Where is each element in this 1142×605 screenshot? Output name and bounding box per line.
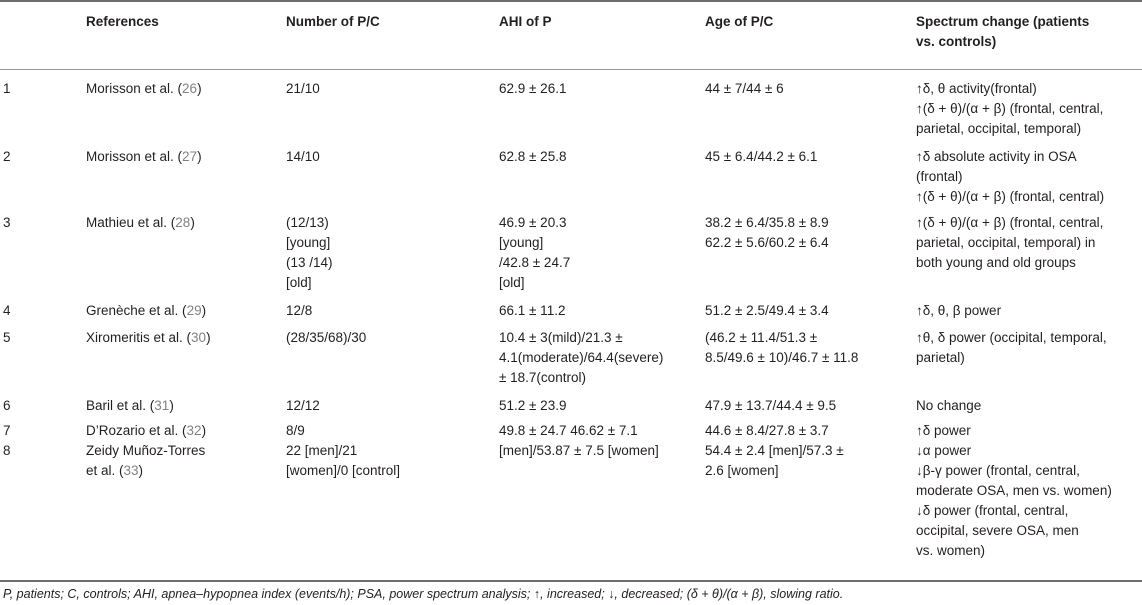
citation-link[interactable]: 27 bbox=[182, 149, 198, 164]
number-pc-cell: 22 [men]/21 [women]/0 [control] bbox=[286, 443, 401, 478]
citation-link[interactable]: 32 bbox=[186, 423, 202, 438]
age-cell: 38.2 ± 6.4/35.8 ± 8.9 62.2 ± 5.6/60.2 ± … bbox=[705, 215, 829, 250]
age-cell: 54.4 ± 2.4 [men]/57.3 ± 2.6 [women] bbox=[705, 443, 844, 478]
number-pc-cell: 21/10 bbox=[286, 81, 320, 96]
citation-link[interactable]: 26 bbox=[182, 81, 198, 96]
header-ahi: AHI of P bbox=[499, 14, 552, 29]
citation-link[interactable]: 31 bbox=[154, 398, 170, 413]
reference-cell: Xiromeritis et al. (30) bbox=[86, 328, 211, 348]
citation-link[interactable]: 33 bbox=[123, 463, 139, 478]
row-number: 7 bbox=[3, 423, 11, 438]
citation-link[interactable]: 28 bbox=[175, 215, 191, 230]
citation-link[interactable]: 30 bbox=[191, 330, 207, 345]
table-top-rule bbox=[0, 0, 1142, 2]
spectrum-cell: ↑δ power bbox=[916, 423, 971, 438]
header-age: Age of P/C bbox=[705, 14, 774, 29]
reference-cell: Mathieu et al. (28) bbox=[86, 213, 195, 233]
spectrum-cell: ↑δ absolute activity in OSA (frontal) ↑(… bbox=[916, 149, 1105, 204]
age-cell: 44 ± 7/44 ± 6 bbox=[705, 81, 784, 96]
spectrum-cell: ↑(δ + θ)/(α + β) (frontal, central, pari… bbox=[916, 215, 1104, 270]
ahi-cell: 66.1 ± 11.2 bbox=[499, 303, 566, 318]
paren-close: ) bbox=[201, 423, 207, 438]
header-rule bbox=[0, 69, 1142, 70]
row-number: 4 bbox=[3, 303, 11, 318]
row-number: 5 bbox=[3, 330, 11, 345]
row-number: 8 bbox=[3, 443, 11, 458]
number-pc-cell: 12/12 bbox=[286, 398, 320, 413]
author-text: Mathieu et al. ( bbox=[86, 215, 176, 230]
number-pc-cell: 14/10 bbox=[286, 149, 320, 164]
row-number: 3 bbox=[3, 215, 11, 230]
row-number: 1 bbox=[3, 81, 11, 96]
age-cell: (46.2 ± 11.4/51.3 ± 8.5/49.6 ± 10)/46.7 … bbox=[705, 330, 859, 365]
reference-cell: Morisson et al. (27) bbox=[86, 147, 202, 167]
author-text: Morisson et al. ( bbox=[86, 81, 183, 96]
paren-close: ) bbox=[190, 215, 195, 230]
age-cell: 44.6 ± 8.4/27.8 ± 3.7 bbox=[705, 423, 829, 438]
table-bottom-rule bbox=[0, 580, 1142, 582]
age-cell: 51.2 ± 2.5/49.4 ± 3.4 bbox=[705, 303, 829, 318]
author-text: Zeidy Muñoz-Torres et al. ( bbox=[86, 443, 206, 478]
paren-close: ) bbox=[201, 303, 207, 318]
ahi-cell: 46.9 ± 20.3 [young] /42.8 ± 24.7 [old] bbox=[499, 215, 571, 290]
header-spectrum-change: Spectrum change (patients vs. controls) bbox=[916, 14, 1090, 49]
citation-link[interactable]: 29 bbox=[186, 303, 202, 318]
age-cell: 45 ± 6.4/44.2 ± 6.1 bbox=[705, 149, 818, 164]
author-text: Grenèche et al. ( bbox=[86, 303, 187, 318]
spectrum-cell: ↑θ, δ power (occipital, temporal, pariet… bbox=[916, 330, 1107, 365]
row-number: 2 bbox=[3, 149, 11, 164]
ahi-cell: 62.8 ± 25.8 bbox=[499, 149, 567, 164]
paren-close: ) bbox=[197, 81, 202, 96]
paren-close: ) bbox=[169, 398, 174, 413]
paren-close: ) bbox=[206, 330, 211, 345]
row-number: 6 bbox=[3, 398, 11, 413]
paren-close: ) bbox=[197, 149, 202, 164]
age-cell: 47.9 ± 13.7/44.4 ± 9.5 bbox=[705, 398, 837, 413]
spectrum-cell: ↑δ, θ activity(frontal) ↑(δ + θ)/(α + β)… bbox=[916, 81, 1104, 136]
ahi-cell: 49.8 ± 24.7 46.62 ± 7.1 bbox=[499, 423, 638, 438]
ahi-cell: 10.4 ± 3(mild)/21.3 ± 4.1(moderate)/64.4… bbox=[499, 330, 664, 385]
spectrum-cell: No change bbox=[916, 398, 982, 413]
reference-cell: Grenèche et al. (29) bbox=[86, 301, 206, 321]
number-pc-cell: (12/13) [young] (13 /14) [old] bbox=[286, 215, 333, 290]
number-pc-cell: 8/9 bbox=[286, 423, 305, 438]
reference-cell: D’Rozario et al. (32) bbox=[86, 421, 206, 441]
header-number-pc: Number of P/C bbox=[286, 14, 380, 29]
author-text: Morisson et al. ( bbox=[86, 149, 183, 164]
number-pc-cell: 12/8 bbox=[286, 303, 313, 318]
reference-cell: Morisson et al. (26) bbox=[86, 79, 202, 99]
reference-cell: Baril et al. (31) bbox=[86, 396, 174, 416]
header-references: References bbox=[86, 14, 159, 29]
paren-close: ) bbox=[138, 463, 144, 478]
ahi-cell: 62.9 ± 26.1 bbox=[499, 81, 567, 96]
number-pc-cell: (28/35/68)/30 bbox=[286, 330, 367, 345]
spectrum-cell: ↓α power ↓β-γ power (frontal, central, m… bbox=[916, 443, 1112, 558]
author-text: Baril et al. ( bbox=[86, 398, 155, 413]
reference-cell: Zeidy Muñoz-Torres et al. (33) bbox=[86, 441, 205, 481]
spectrum-cell: ↑δ, θ, β power bbox=[916, 303, 1002, 318]
ahi-cell: 51.2 ± 23.9 bbox=[499, 398, 567, 413]
ahi-cell: [men]/53.87 ± 7.5 [women] bbox=[499, 443, 659, 458]
author-text: D’Rozario et al. ( bbox=[86, 423, 187, 438]
table-footnote: P, patients; C, controls; AHI, apnea–hyp… bbox=[3, 587, 844, 601]
author-text: Xiromeritis et al. ( bbox=[86, 330, 192, 345]
